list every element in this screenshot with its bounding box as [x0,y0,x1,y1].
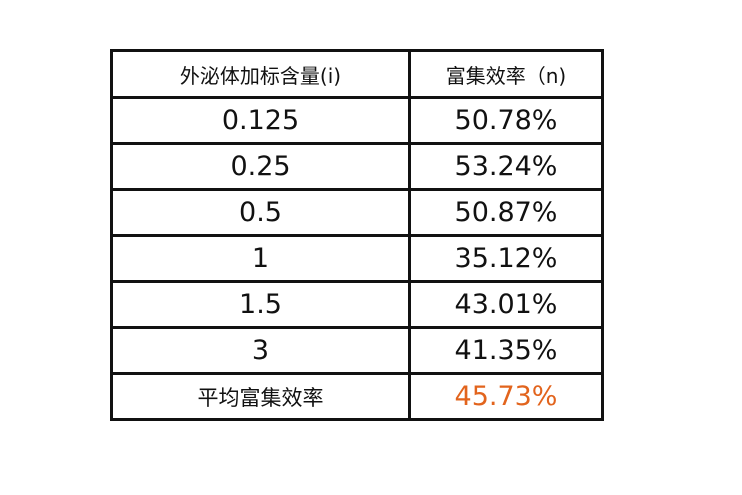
table-cell: 0.5 [110,188,411,237]
table-cell: 3 [110,326,411,375]
table-cell: 0.125 [110,96,411,145]
table-cell: 1 [110,234,411,283]
table-cell: 0.25 [110,142,411,191]
table-cell: 1.5 [110,280,411,329]
table-row: 3 41.35% [110,326,604,375]
table-body: 外泌体加标含量(i) 富集效率（n) 0.125 50.78% 0.25 53.24%… [110,49,604,421]
table-cell: 43.01% [408,280,604,329]
table-cell: 平均富集效率 [110,372,411,421]
table-row: 0.5 50.87% [110,188,604,237]
header-row: 外泌体加标含量(i) 富集效率（n) [110,49,604,99]
table-cell: 41.35% [408,326,604,375]
header-cell: 富集效率（n) [408,49,604,99]
table-cell: 50.87% [408,188,604,237]
table-row: 1.5 43.01% [110,280,604,329]
table-row: 0.25 53.24% [110,142,604,191]
table-cell: 45.73% [408,372,604,421]
table-row: 平均富集效率 45.73% [110,372,604,421]
table-row: 0.125 50.78% [110,96,604,145]
table-row: 1 35.12% [110,234,604,283]
results-table: 外泌体加标含量(i) 富集效率（n) 0.125 50.78% 0.25 53.24%… [110,49,604,421]
header-cell: 外泌体加标含量(i) [110,49,411,99]
table-cell: 35.12% [408,234,604,283]
table-cell: 50.78% [408,96,604,145]
table-cell: 53.24% [408,142,604,191]
